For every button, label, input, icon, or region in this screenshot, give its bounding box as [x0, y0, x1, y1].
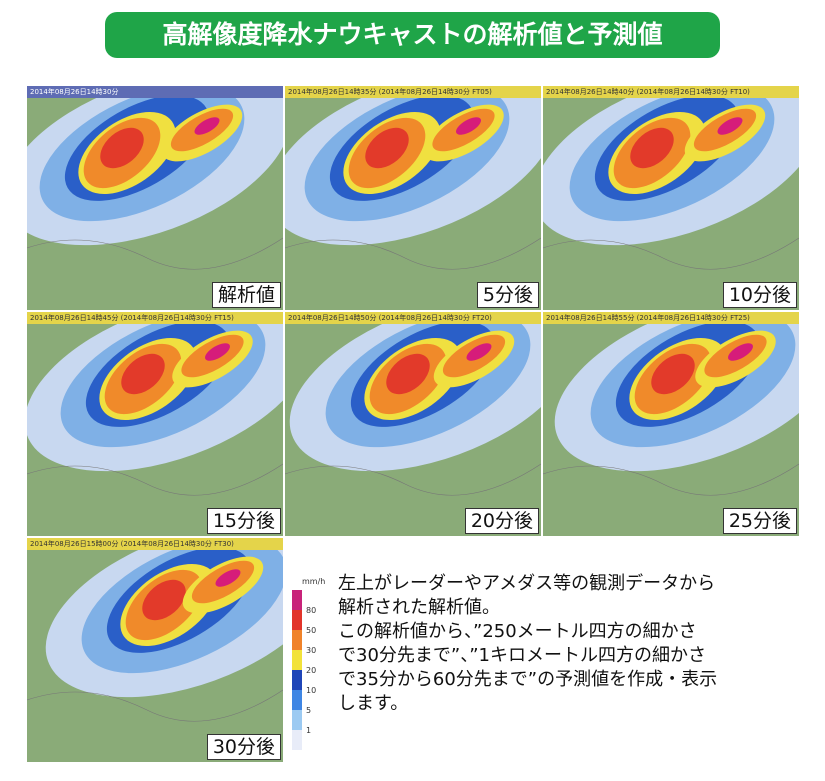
description: 左上がレーダーやアメダス等の観測データから 解析された解析値。この解析値から、”2…	[338, 572, 717, 716]
panel-header: 2014年08月26日14時55分 (2014年08月26日14時30分 FT2…	[543, 312, 799, 324]
description-line: します。	[338, 693, 409, 714]
rain-area	[100, 127, 144, 169]
legend-swatch	[292, 670, 302, 690]
panel-header: 2014年08月26日14時40分 (2014年08月26日14時30分 FT1…	[543, 86, 799, 98]
panel-header: 2014年08月26日15時00分 (2014年08月26日14時30分 FT3…	[27, 538, 283, 550]
rain-area	[651, 353, 695, 395]
legend-swatch	[292, 630, 302, 650]
boundary-line	[285, 237, 541, 270]
rain-area	[728, 343, 753, 361]
radar-map	[27, 98, 283, 270]
boundary-line	[285, 463, 541, 496]
radar-map	[285, 98, 541, 270]
legend-swatch	[292, 730, 302, 750]
legend-tick: 80	[306, 606, 316, 615]
panel-label: 10分後	[722, 282, 797, 308]
boundary-line	[27, 237, 283, 270]
map-panel: 2014年08月26日14時40分 (2014年08月26日14時30分 FT1…	[543, 86, 799, 310]
description-line: で35分から60分先まで”の予測値を作成・表示	[338, 669, 718, 690]
legend-swatch	[292, 590, 302, 610]
map-panel: 2014年08月26日14時50分 (2014年08月26日14時30分 FT2…	[285, 312, 541, 536]
rain-area	[717, 117, 743, 135]
description-line: 左上がレーダーやアメダス等の観測データから	[338, 573, 716, 594]
panel-header: 2014年08月26日14時30分	[27, 86, 283, 98]
rain-area	[365, 127, 409, 169]
legend-swatch	[292, 650, 302, 670]
legend-tick: 20	[306, 666, 316, 675]
legend-tick: 1	[306, 726, 311, 735]
boundary-line	[543, 463, 799, 496]
map-panel: 2014年08月26日14時30分解析値	[27, 86, 283, 310]
map-panel: 2014年08月26日14時55分 (2014年08月26日14時30分 FT2…	[543, 312, 799, 536]
radar-map	[27, 324, 283, 496]
panel-header: 2014年08月26日14時45分 (2014年08月26日14時30分 FT1…	[27, 312, 283, 324]
boundary-line	[27, 689, 283, 722]
panel-label: 25分後	[722, 508, 797, 534]
map-panel: 2014年08月26日14時45分 (2014年08月26日14時30分 FT1…	[27, 312, 283, 536]
radar-map	[543, 324, 799, 496]
rain-area	[386, 353, 430, 395]
legend-swatch	[292, 610, 302, 630]
panel-label: 5分後	[476, 282, 539, 308]
rain-area	[466, 343, 492, 361]
rain-area	[456, 117, 481, 135]
boundary-line	[543, 237, 799, 270]
rain-area	[194, 117, 220, 135]
radar-map	[27, 550, 283, 722]
rain-area	[205, 343, 230, 361]
panel-label: 解析値	[211, 282, 281, 308]
rain-area	[630, 127, 674, 169]
panel-label: 30分後	[206, 734, 281, 760]
map-panel: 2014年08月26日14時35分 (2014年08月26日14時30分 FT0…	[285, 86, 541, 310]
legend-tick: 30	[306, 646, 316, 655]
description-line: 解析された解析値。	[338, 597, 500, 618]
legend-bar	[292, 590, 302, 750]
panel-label: 15分後	[206, 508, 281, 534]
legend-swatch	[292, 690, 302, 710]
description-line: この解析値から、”250メートル四方の細かさ	[338, 621, 697, 642]
legend-swatch	[292, 710, 302, 730]
legend: mm/h 80 50 30 20 10 5 1	[292, 578, 325, 750]
rain-area	[121, 353, 165, 395]
panel-label: 20分後	[464, 508, 539, 534]
panel-header: 2014年08月26日14時35分 (2014年08月26日14時30分 FT0…	[285, 86, 541, 98]
legend-unit: mm/h	[302, 578, 325, 586]
radar-map	[285, 324, 541, 496]
map-panel: 2014年08月26日15時00分 (2014年08月26日14時30分 FT3…	[27, 538, 283, 762]
legend-tick: 5	[306, 706, 311, 715]
boundary-line	[27, 463, 283, 496]
description-line: で30分先まで”、”1キロメートル四方の細かさ	[338, 645, 707, 666]
title-banner: 高解像度降水ナウキャストの解析値と予測値	[105, 12, 720, 58]
rain-area	[215, 569, 241, 587]
rain-area	[142, 579, 186, 621]
radar-map	[543, 98, 799, 270]
panel-header: 2014年08月26日14時50分 (2014年08月26日14時30分 FT2…	[285, 312, 541, 324]
legend-tick: 50	[306, 626, 316, 635]
legend-tick: 10	[306, 686, 316, 695]
